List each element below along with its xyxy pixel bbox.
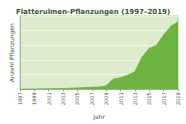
svg-text:2007: 2007 — [89, 92, 95, 105]
svg-text:Jahr: Jahr — [92, 113, 105, 121]
svg-text:2013: 2013 — [132, 92, 138, 105]
svg-text:2019: 2019 — [175, 92, 181, 105]
svg-text:1997: 1997 — [17, 92, 23, 105]
svg-text:Anzahl Pflanzungen: Anzahl Pflanzungen — [8, 23, 16, 82]
svg-text:2017: 2017 — [161, 92, 167, 105]
svg-text:1999: 1999 — [31, 92, 37, 105]
svg-text:2001: 2001 — [46, 92, 52, 105]
svg-text:2009: 2009 — [103, 92, 109, 105]
svg-text:2003: 2003 — [60, 92, 66, 105]
svg-text:2011: 2011 — [118, 92, 124, 105]
svg-text:2005: 2005 — [74, 92, 80, 105]
svg-text:2015: 2015 — [146, 92, 152, 105]
svg-text:Flatterulmen-Pflanzungen (1997: Flatterulmen-Pflanzungen (1997–2019) — [16, 8, 170, 16]
